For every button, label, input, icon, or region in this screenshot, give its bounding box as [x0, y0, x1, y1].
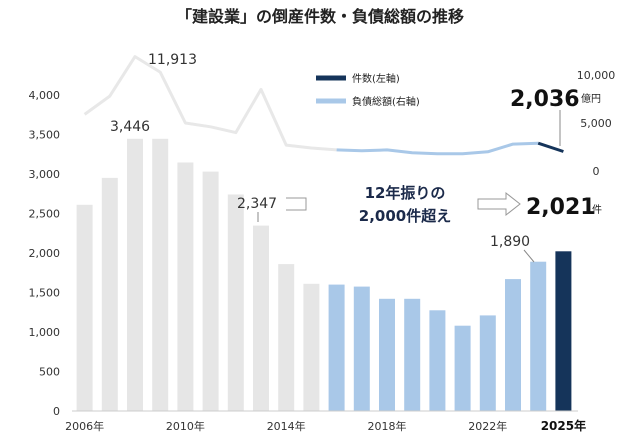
callout-debt-value: 2,036	[510, 87, 580, 112]
bar-2024	[530, 261, 547, 411]
left-tick-label: 1,000	[29, 326, 61, 339]
bar-2006	[76, 204, 93, 411]
left-tick-label: 1,500	[29, 287, 61, 300]
x-tick-label: 2025年	[541, 418, 586, 433]
left-axis: 0 500 1,000 1,500 2,000 2,500 3,000 3,500 4,000	[29, 89, 61, 418]
left-tick-label: 500	[39, 366, 60, 379]
x-axis: 2006年 2010年 2014年 2018年 2022年 2025年	[65, 418, 586, 433]
bar-series	[76, 138, 572, 412]
callout-debt-unit: 億円	[581, 92, 601, 105]
bar-2018	[379, 298, 395, 411]
label-debt-peak: 11,913	[148, 52, 197, 68]
bar-2009	[152, 138, 169, 412]
label-count-2013: 2,347	[237, 196, 277, 212]
bar-2011	[202, 171, 219, 411]
bar-2021	[454, 325, 471, 411]
line-debt-latest	[537, 141, 564, 153]
chart-title: 「建設業」の倒産件数・負債総額の推移	[176, 7, 464, 26]
bar-2022	[479, 315, 496, 411]
bar-2008	[127, 138, 143, 412]
left-tick-label: 3,500	[29, 129, 61, 142]
bar-2012	[227, 194, 244, 411]
right-axis: 0 5,000 10,000	[577, 69, 616, 178]
left-tick-label: 0	[53, 405, 60, 418]
line-debt-early	[83, 55, 337, 152]
left-tick-label: 2,500	[29, 208, 61, 221]
arrow-right	[477, 191, 521, 217]
x-tick-label: 2006年	[65, 419, 104, 433]
x-tick-label: 2022年	[468, 419, 507, 433]
leader-2024	[523, 249, 535, 263]
left-tick-label: 3,000	[29, 168, 61, 181]
right-tick-label: 10,000	[577, 69, 616, 82]
x-tick-label: 2018年	[368, 419, 407, 433]
left-tick-label: 2,000	[29, 247, 61, 260]
callout-count-unit: 件	[592, 204, 602, 216]
bar-2025	[555, 251, 572, 411]
bar-2023	[505, 279, 521, 411]
right-tick-label: 5,000	[580, 117, 612, 130]
annotation-line2: 2,000件超え	[359, 207, 451, 225]
legend-label-debt: 負債総額(右軸)	[352, 95, 420, 108]
line-series	[83, 55, 564, 156]
x-tick-label: 2010年	[166, 419, 205, 433]
bar-2014	[278, 264, 295, 411]
bar-2010	[177, 162, 194, 411]
x-tick-label: 2014年	[267, 419, 306, 433]
callout-count-value: 2,021	[526, 195, 596, 220]
bar-2017	[353, 286, 370, 411]
bar-2020	[429, 310, 446, 411]
bracket-left	[286, 197, 307, 211]
legend: 件数(左軸) 負債総額(右軸)	[316, 72, 420, 108]
bar-2019	[404, 298, 421, 411]
label-count-2024: 1,890	[490, 234, 530, 250]
annotation: 12年振りの 2,000件超え	[286, 184, 521, 225]
annotation-line1: 12年振りの	[365, 184, 446, 202]
right-tick-label: 0	[593, 165, 600, 178]
bar-2016	[328, 284, 345, 411]
bar-2013	[253, 225, 269, 411]
left-tick-label: 4,000	[29, 89, 61, 102]
line-debt-mid	[336, 141, 539, 156]
label-count-peak: 3,446	[110, 119, 150, 135]
bar-2015	[303, 283, 320, 411]
legend-label-count: 件数(左軸)	[352, 72, 400, 85]
bar-2007	[101, 177, 118, 411]
